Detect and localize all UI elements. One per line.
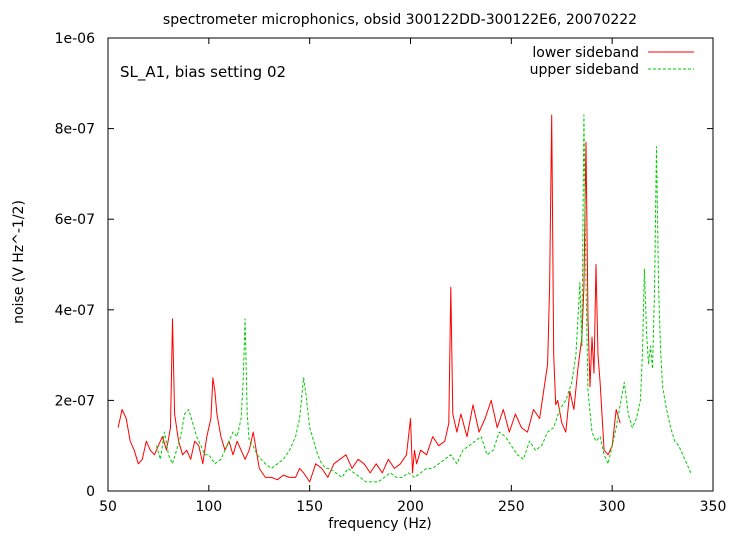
y-tick-label: 2e-07 <box>55 393 95 409</box>
legend-label-upper-sideband: upper sideband <box>530 62 639 78</box>
x-axis-label: frequency (Hz) <box>328 516 431 532</box>
y-tick-label: 0 <box>86 484 95 500</box>
series-layer <box>117 114 692 483</box>
x-tick-label: 50 <box>99 499 117 515</box>
legend-label-lower-sideband: lower sideband <box>532 45 639 61</box>
y-tick-label: 8e-07 <box>55 122 95 138</box>
series-line-lower-sideband <box>117 114 621 483</box>
x-tick-label: 350 <box>700 499 727 515</box>
legend: lower sideband upper sideband <box>530 45 694 78</box>
y-axis-label: noise (V Hz^-1/2) <box>11 200 27 324</box>
y-axis-ticks: 0 2e-07 4e-07 6e-07 8e-07 1e-06 <box>55 31 713 500</box>
chart-title: spectrometer microphonics, obsid 300122D… <box>163 12 637 28</box>
x-tick-label: 250 <box>498 499 525 515</box>
x-tick-label: 200 <box>397 499 424 515</box>
series-line-upper-sideband <box>155 114 692 483</box>
x-tick-label: 150 <box>296 499 323 515</box>
x-tick-label: 300 <box>599 499 626 515</box>
y-tick-label: 4e-07 <box>55 303 95 319</box>
x-axis-ticks: 50 100 150 200 250 300 350 <box>99 38 726 515</box>
y-tick-label: 1e-06 <box>55 31 95 47</box>
y-tick-label: 6e-07 <box>55 212 95 228</box>
plot-annotation: SL_A1, bias setting 02 <box>120 63 286 82</box>
x-tick-label: 100 <box>195 499 222 515</box>
